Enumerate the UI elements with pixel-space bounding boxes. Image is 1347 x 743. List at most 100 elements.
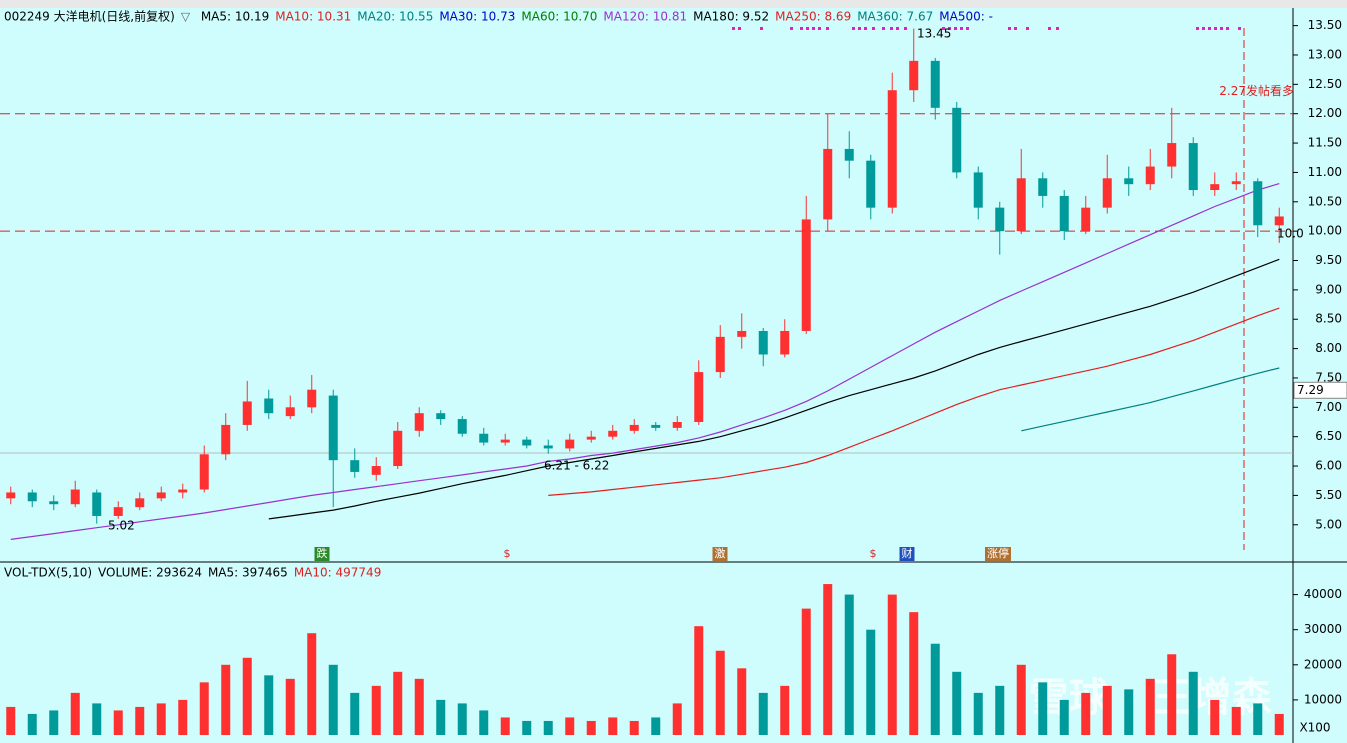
volume-bar [1231,706,1241,735]
signal-dot [960,27,963,30]
candle-body [1210,184,1220,191]
candle-body [242,401,252,425]
candle-body [221,424,231,455]
y-tick-label: 8.00 [1315,341,1342,355]
event-marker: $ [870,547,877,560]
volume-bar [909,612,919,735]
volume-bar [1124,689,1134,735]
ma-legend: MA180: 9.52 [693,10,769,24]
candle-body [178,489,188,493]
signal-dot [1008,27,1011,30]
y-tick-label: 12.50 [1308,77,1342,91]
volume-bar [113,710,123,735]
volume-bar [178,699,188,735]
candle-body [1124,178,1134,185]
candle-body [930,60,940,108]
signal-dot [864,27,867,30]
volume-bar [135,706,145,735]
volume-bar [1274,713,1284,735]
candle-body [543,445,553,449]
volume-bar [801,608,811,735]
volume-bar [1210,699,1220,735]
volume-bar [694,626,704,735]
signal-dot [882,27,885,30]
volume-bar [27,713,37,735]
volume-bar [1081,692,1091,735]
volume-bar [780,685,790,735]
signal-dot [966,27,969,30]
volume-bar [1188,671,1198,735]
candle-body [113,507,123,516]
candle-body [1081,207,1091,232]
ma-legend: MA30: 10.73 [439,10,515,24]
candle-body [285,407,295,417]
signal-dot [826,27,829,30]
price-box [1293,381,1347,399]
candle-body [651,424,661,428]
signal-dot [1226,27,1229,30]
volume-bar [156,703,166,735]
volume-bar [1102,685,1112,735]
volume-bar [930,643,940,735]
candle-body [6,492,16,499]
y-tick-label: 9.00 [1315,282,1342,296]
volume-bar [371,685,381,735]
candle-body [264,398,274,414]
volume-bar [500,717,510,735]
y-tick-label: 5.50 [1315,488,1342,502]
volume-bar [1253,703,1263,735]
volume-bar [242,657,252,735]
ma-line [10,183,1280,540]
volume-bar [70,692,80,735]
volume-bar [92,703,102,735]
candle-body [780,330,790,355]
y-tick-label: 20000 [1304,657,1342,671]
y-tick-label: 30000 [1304,622,1342,636]
signal-dot [1196,27,1199,30]
legend-item: MA10: 497749 [294,566,382,580]
legend-item: VOLUME: 293624 [98,566,202,580]
event-marker: 激 [715,546,726,560]
toolbar [0,0,1347,8]
annotation: 5.02 [108,518,135,532]
y-tick-label: 12.00 [1308,106,1342,120]
candle-body [995,207,1005,232]
current-price: 7.29 [1297,383,1324,397]
volume-bar [1016,664,1026,735]
volume-bar [328,664,338,735]
candle-body [27,492,37,502]
signal-dot [858,27,861,30]
volume-bar [608,717,618,735]
y-tick-label: 10.00 [1308,224,1342,238]
event-marker: 财 [902,546,913,560]
candle-body [1274,216,1284,226]
volume-bar [887,594,897,735]
signal-dot [790,27,793,30]
signal-dot [1056,27,1059,30]
candle-body [350,460,360,472]
signal-dot [1014,27,1017,30]
ma-legend: MA120: 10.81 [603,10,687,24]
event-marker: $ [504,547,511,560]
candle-body [1188,143,1198,191]
volume-bar [866,629,876,735]
candle-body [737,330,747,337]
volume-bar [1038,682,1048,735]
y-tick-label: 10.50 [1308,194,1342,208]
volume-bar [651,717,661,735]
candle-body [823,148,833,220]
candle-body [758,330,768,355]
candle-body [1253,181,1263,226]
candle-body [586,436,596,440]
y-tick-label: 11.50 [1308,136,1342,150]
signal-dot [852,27,855,30]
y-tick-label: 10000 [1304,692,1342,706]
volume-bar [995,685,1005,735]
signal-dot [1238,27,1241,30]
volume-bar [586,720,596,735]
y-tick-label: 40000 [1304,587,1342,601]
candle-body [436,413,446,420]
volume-bar [629,720,639,735]
y-tick-label: 13.50 [1308,18,1342,32]
signal-dot [890,27,893,30]
